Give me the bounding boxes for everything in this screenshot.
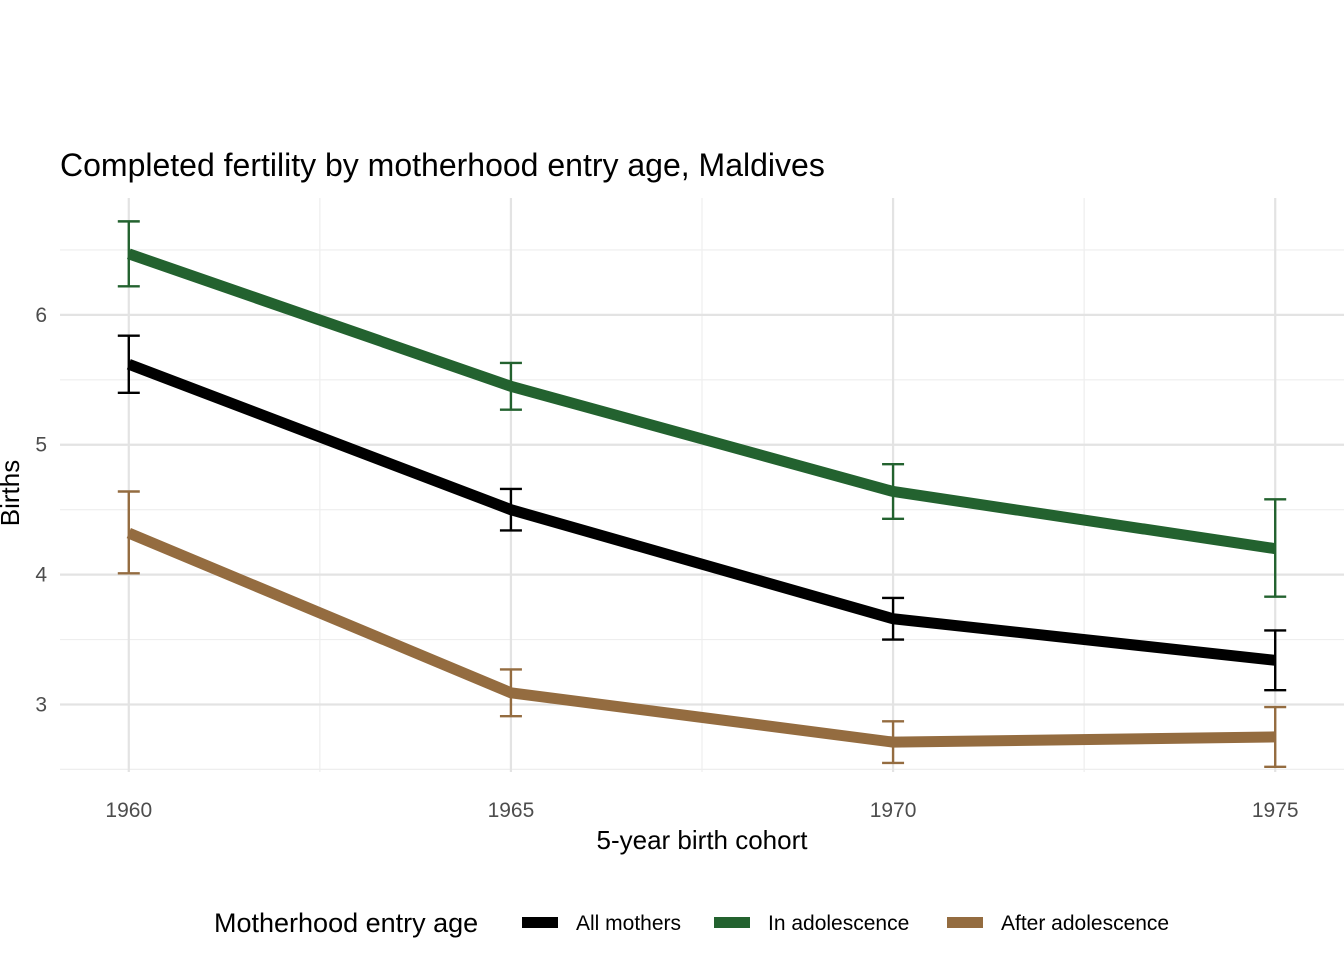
legend-key — [522, 917, 558, 928]
x-tick-label: 1975 — [1252, 799, 1299, 822]
legend-item-in-adolescence: In adolescence — [714, 912, 909, 935]
x-tick-label: 1970 — [870, 799, 917, 822]
chart-title: Completed fertility by motherhood entry … — [60, 147, 825, 183]
grid — [60, 198, 1344, 772]
y-axis-title: Births — [0, 460, 25, 526]
legend-label: In adolescence — [768, 912, 909, 935]
error-bar — [1264, 498, 1287, 598]
series-layer — [117, 220, 1287, 769]
error-bar — [117, 490, 140, 575]
error-bar — [117, 334, 140, 394]
series-line — [126, 359, 1276, 666]
legend-label: After adolescence — [1001, 912, 1169, 935]
series-after-adolescence — [117, 490, 1287, 769]
error-bar — [882, 463, 905, 520]
y-tick-label: 3 — [35, 693, 47, 716]
legend-key — [947, 917, 983, 928]
series-line — [126, 527, 1276, 748]
x-axis-ticks: 1960 1965 1970 1975 — [105, 799, 1298, 822]
legend-title: Motherhood entry age — [214, 908, 478, 938]
error-bar — [499, 361, 522, 411]
x-axis-title: 5-year birth cohort — [597, 825, 809, 855]
series-line — [126, 248, 1277, 555]
error-bar — [117, 220, 140, 288]
series-in-adolescence — [117, 220, 1287, 598]
legend-item-after-adolescence: After adolescence — [947, 912, 1169, 935]
error-bar — [1264, 705, 1287, 769]
legend-key — [714, 917, 750, 928]
y-axis-ticks: 3 4 5 6 — [35, 304, 47, 717]
legend: Motherhood entry age All mothers In adole… — [214, 908, 1169, 938]
series-all-mothers — [117, 334, 1287, 692]
error-bar — [882, 596, 905, 641]
y-tick-label: 4 — [35, 564, 47, 587]
error-bar — [1264, 629, 1287, 692]
legend-label: All mothers — [576, 912, 681, 935]
legend-item-all-mothers: All mothers — [522, 912, 681, 935]
error-bar — [882, 720, 905, 765]
x-tick-label: 1965 — [488, 799, 535, 822]
x-tick-label: 1960 — [105, 799, 152, 822]
y-tick-label: 5 — [35, 434, 47, 457]
error-bar — [499, 668, 522, 718]
error-bar — [499, 487, 522, 532]
y-tick-label: 6 — [35, 304, 47, 327]
